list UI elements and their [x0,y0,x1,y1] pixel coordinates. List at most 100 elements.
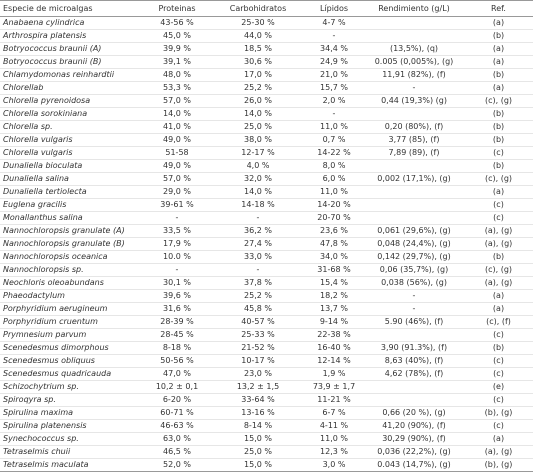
table-cell: 15,0 % [212,432,304,446]
table-cell: (c), (g) [464,263,533,277]
table-row: Spiroqyra sp. 6-20 % 33-64 % 11-21 % (c) [0,393,533,407]
table-row: Spirulina maxima 60-71 % 13-16 % 6-7 % 0,66 … [0,406,533,420]
table-row: Arthrospira platensis 45,0 % 44,0 % - (b) [0,29,533,43]
table-cell: Tetraselmis maculata [0,458,142,472]
table-cell: (c) [464,367,533,381]
empty-cell [364,380,464,394]
empty-cell [364,185,464,199]
table-cell: Chlorella pyrenoidosa [0,94,142,108]
table-cell: - [142,211,212,225]
table-cell: Scenedesmus obliquus [0,354,142,368]
table-row: Chlorella vulgaris 51-58 12-17 % 14-22 % 7,8… [0,146,533,160]
table-row: Nannochloropsis granulate (B) 17,9 % 27,4 … [0,237,533,251]
table-cell: (a) [464,289,533,303]
table-cell: 0,20 (80%), (f) [364,120,464,134]
table-cell: 3,77 (85), (f) [364,133,464,147]
table-cell: (c), (g) [464,172,533,186]
table-cell: 15,4 % [304,276,364,290]
table-cell: 30,6 % [212,55,304,69]
table-row: Nannochloropsis oceanica 10.0 % 33,0 % 34,0… [0,250,533,264]
table-cell: (a) [464,55,533,69]
table-cell: 8-14 % [212,419,304,433]
table-cell: 41,20 (90%), (f) [364,419,464,433]
table-cell: 36,2 % [212,224,304,238]
table-cell: Chlamydomonas reinhardtii [0,68,142,82]
table-cell: 0,036 (22,2%), (g) [364,445,464,459]
table-cell: (13,5%), (q) [364,42,464,56]
table-cell: Botryococcus braunii (A) [0,42,142,56]
table-cell: 3,0 % [304,458,364,472]
table-row: Schizochytrium sp. 10,2 ± 0,1 13,2 ± 1,5 73… [0,380,533,394]
table-cell: 31,6 % [142,302,212,316]
table-cell: Nannochloropsis granulate (A) [0,224,142,238]
table-row: Dunaliella bioculata 49,0 % 4,0 % 8,0 % (b) [0,159,533,173]
table-cell: 40-57 % [212,315,304,329]
empty-cell [364,211,464,225]
table-cell: 49,0 % [142,159,212,173]
table-cell: 38,0 % [212,133,304,147]
table-cell: (c) [464,393,533,407]
table-cell: 9-14 % [304,315,364,329]
table-cell: Nannochloropsis sp. [0,263,142,277]
table-cell: (c) [464,146,533,160]
table-row: Tetraselmis maculata 52,0 % 15,0 % 3,0 % 0.0… [0,458,533,472]
table-cell: - [212,211,304,225]
table-cell: - [304,107,364,121]
table-cell: 8,0 % [304,159,364,173]
table-cell: 31-68 % [304,263,364,277]
table-cell: Dunaliella bioculata [0,159,142,173]
table-cell: 47,8 % [304,237,364,251]
table-cell: 20-70 % [304,211,364,225]
table-cell: (b) [464,120,533,134]
table-cell: 34,4 % [304,42,364,56]
table-cell: 1,9 % [304,367,364,381]
table-cell: (a), (g) [464,445,533,459]
table-cell: 10-17 % [212,354,304,368]
table-cell: 39,9 % [142,42,212,56]
table-cell: Chlorella sp. [0,120,142,134]
table-cell: 28-39 % [142,315,212,329]
table-cell: 14-20 % [304,198,364,212]
table-cell: 17,0 % [212,68,304,82]
table-cell: 52,0 % [142,458,212,472]
table-cell: 28-45 % [142,328,212,342]
table-cell: 22-38 % [304,328,364,342]
table-cell: 12-17 % [212,146,304,160]
table-cell: Porphyridium aerugineum [0,302,142,316]
table-cell: 14-18 % [212,198,304,212]
table-row: Euglena gracilis 39-61 % 14-18 % 14-20 % (c) [0,198,533,212]
table-row: Phaeodactylum 39,6 % 25,2 % 18,2 % - (a) [0,289,533,303]
table-row: Nannochloropsis sp. - -31-68 % 0,06 (35,7%)… [0,263,533,277]
table-cell: 21-52 % [212,341,304,355]
table-cell: 39,1 % [142,55,212,69]
table-cell: (a) [464,42,533,56]
table-cell: Arthrospira platensis [0,29,142,43]
table-cell: - [212,263,304,277]
empty-cell [364,29,464,43]
table-cell: (b) [464,250,533,264]
table-cell: (a), (g) [464,237,533,251]
table-cell: (a) [464,432,533,446]
empty-cell [364,159,464,173]
table-cell: (e) [464,380,533,394]
table-cell: 11,0 % [304,432,364,446]
table-cell: 46,5 % [142,445,212,459]
table-cell: (b) [464,341,533,355]
table-cell: Porphyridium cruentum [0,315,142,329]
table-cell: 0.005 (0,005%), (g) [364,55,464,69]
table-cell: 50-56 % [142,354,212,368]
table-cell: 15,0 % [212,458,304,472]
table-cell: Botryococcus braunii (B) [0,55,142,69]
table-cell: 49,0 % [142,133,212,147]
table-row: Botryococcus braunii (B) 39,1 % 30,6 % 24,9… [0,55,533,69]
table-cell: 13,7 % [304,302,364,316]
empty-cell [364,16,464,30]
column-header: Rendimiento (g/L) [364,0,464,17]
table-cell: (c) [464,211,533,225]
table-row: Botryococcus braunii (A) 39,9 % 18,5 % 34,4… [0,42,533,56]
table-cell: Anabaena cylindrica [0,16,142,30]
table-cell: - [304,29,364,43]
header-row: Especie de microalgas Proteinas Carbohidra… [0,0,533,17]
